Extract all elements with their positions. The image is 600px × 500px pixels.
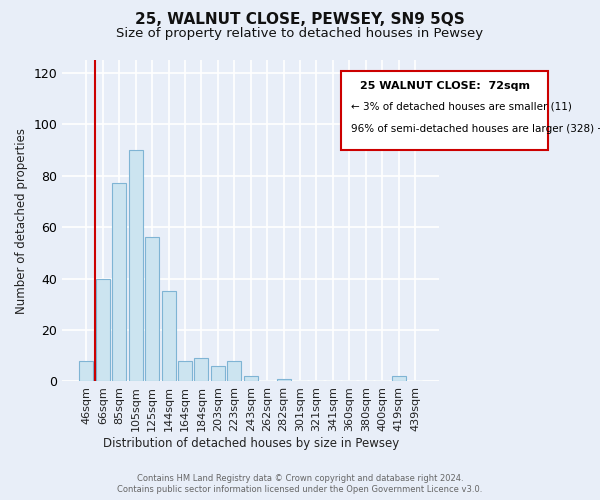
X-axis label: Distribution of detached houses by size in Pewsey: Distribution of detached houses by size …	[103, 437, 399, 450]
Text: ← 3% of detached houses are smaller (11): ← 3% of detached houses are smaller (11)	[350, 102, 571, 112]
Text: Contains HM Land Registry data © Crown copyright and database right 2024.
Contai: Contains HM Land Registry data © Crown c…	[118, 474, 482, 494]
Bar	[277, 379, 290, 382]
Bar	[178, 361, 192, 382]
Text: 96% of semi-detached houses are larger (328) →: 96% of semi-detached houses are larger (…	[350, 124, 600, 134]
Bar	[161, 292, 176, 382]
Bar	[392, 376, 406, 382]
Y-axis label: Number of detached properties: Number of detached properties	[15, 128, 28, 314]
Text: Size of property relative to detached houses in Pewsey: Size of property relative to detached ho…	[116, 28, 484, 40]
Bar	[79, 361, 94, 382]
Bar	[244, 376, 258, 382]
Bar	[96, 278, 110, 382]
Bar	[227, 361, 241, 382]
Bar	[129, 150, 143, 382]
Bar	[145, 238, 159, 382]
Bar	[112, 184, 126, 382]
Bar	[211, 366, 225, 382]
Bar	[194, 358, 208, 382]
FancyBboxPatch shape	[341, 72, 548, 150]
Text: 25, WALNUT CLOSE, PEWSEY, SN9 5QS: 25, WALNUT CLOSE, PEWSEY, SN9 5QS	[135, 12, 465, 28]
Text: 25 WALNUT CLOSE:  72sqm: 25 WALNUT CLOSE: 72sqm	[360, 81, 530, 91]
